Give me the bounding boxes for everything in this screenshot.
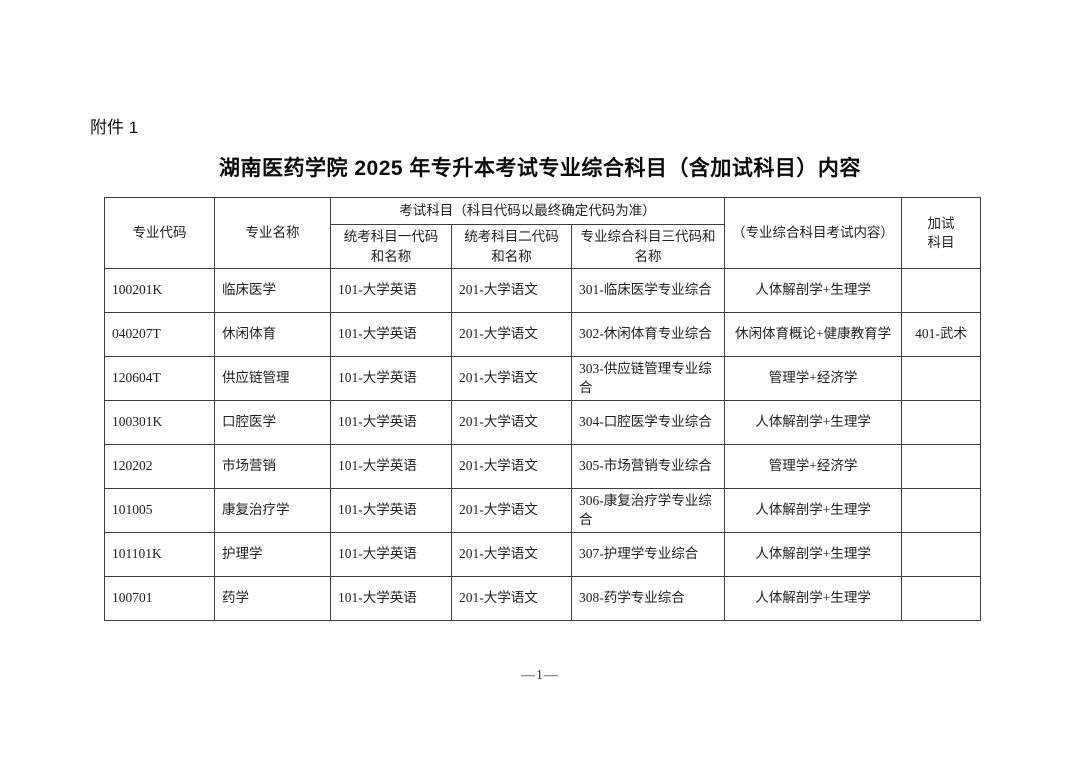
subject2-cell: 201-大学语文 (451, 488, 572, 534)
attachment-label: 附件 1 (90, 118, 139, 137)
subject1-cell: 101-大学英语 (330, 444, 452, 490)
major-name-cell: 口腔医学 (214, 400, 331, 446)
table-row: 101005 康复治疗学 101-大学英语 201-大学语文 306-康复治疗学… (104, 488, 982, 534)
major-name-cell: 临床医学 (214, 268, 331, 314)
major-code-cell: 101005 (104, 488, 215, 534)
header-comprehensive-content: （专业综合科目考试内容） (724, 196, 903, 270)
subject3-cell: 304-口腔医学专业综合 (570, 400, 726, 446)
subject2-cell: 201-大学语文 (451, 312, 572, 358)
subject3-cell: 306-康复治疗学专业综合 (570, 488, 726, 534)
page-title: 湖南医药学院 2025 年专升本考试专业综合科目（含加试科目）内容 (219, 157, 861, 180)
header-additional-subject: 加试 科目 (901, 196, 982, 270)
header-subject2: 统考科目二代码 和名称 (451, 223, 572, 270)
major-code-cell: 100701 (104, 576, 215, 622)
exam-subjects-table: 专业代码 专业名称 考试科目（科目代码以最终确定代码为准） （专业综合科目考试内… (104, 196, 982, 622)
major-name-cell: 康复治疗学 (214, 488, 331, 534)
major-code-cell: 040207T (104, 312, 215, 358)
additional-subject-cell (901, 356, 982, 402)
header-major-code: 专业代码 (104, 196, 215, 270)
additional-subject-cell (901, 268, 982, 314)
comprehensive-content-cell: 管理学+经济学 (724, 356, 903, 402)
header-exam-subjects-group: 考试科目（科目代码以最终确定代码为准） (329, 197, 726, 225)
subject2-cell: 201-大学语文 (451, 532, 572, 578)
table-row: 040207T 休闲体育 101-大学英语 201-大学语文 302-休闲体育专… (104, 312, 982, 358)
additional-subject-cell (901, 532, 982, 578)
subject1-cell: 101-大学英语 (330, 576, 452, 622)
additional-subject-cell (901, 444, 982, 490)
comprehensive-content-cell: 人体解剖学+生理学 (724, 576, 903, 622)
subject2-cell: 201-大学语文 (451, 444, 572, 490)
subject1-cell: 101-大学英语 (330, 356, 452, 402)
subject3-cell: 305-市场营销专业综合 (570, 444, 726, 490)
major-code-cell: 120604T (104, 356, 215, 402)
subject3-cell: 308-药学专业综合 (570, 576, 726, 622)
header-subject1: 统考科目一代码 和名称 (330, 223, 452, 270)
subject1-cell: 101-大学英语 (330, 532, 452, 578)
additional-subject-cell (901, 576, 982, 622)
major-name-cell: 市场营销 (214, 444, 331, 490)
major-code-cell: 100201K (104, 268, 215, 314)
major-name-cell: 休闲体育 (214, 312, 331, 358)
major-name-cell: 供应链管理 (214, 356, 331, 402)
comprehensive-content-cell: 人体解剖学+生理学 (724, 532, 903, 578)
subject1-cell: 101-大学英语 (330, 488, 452, 534)
subject2-cell: 201-大学语文 (451, 576, 572, 622)
table-row: 101101K 护理学 101-大学英语 201-大学语文 307-护理学专业综… (104, 532, 982, 578)
subject1-cell: 101-大学英语 (330, 268, 452, 314)
header-subject3: 专业综合科目三代码和 名称 (570, 223, 726, 270)
additional-subject-cell (901, 400, 982, 446)
major-code-cell: 101101K (104, 532, 215, 578)
additional-subject-cell (901, 488, 982, 534)
subject1-cell: 101-大学英语 (330, 400, 452, 446)
comprehensive-content-cell: 人体解剖学+生理学 (724, 268, 903, 314)
table-row: 100301K 口腔医学 101-大学英语 201-大学语文 304-口腔医学专… (104, 400, 982, 446)
header-major-name: 专业名称 (214, 196, 331, 270)
table-row: 120604T 供应链管理 101-大学英语 201-大学语文 303-供应链管… (104, 356, 982, 402)
table-row: 100201K 临床医学 101-大学英语 201-大学语文 301-临床医学专… (104, 268, 982, 314)
table-row: 120202 市场营销 101-大学英语 201-大学语文 305-市场营销专业… (104, 444, 982, 490)
subject2-cell: 201-大学语文 (451, 400, 572, 446)
subject3-cell: 307-护理学专业综合 (570, 532, 726, 578)
comprehensive-content-cell: 人体解剖学+生理学 (724, 400, 903, 446)
comprehensive-content-cell: 人体解剖学+生理学 (724, 488, 903, 534)
subject3-cell: 303-供应链管理专业综合 (570, 356, 726, 402)
major-name-cell: 药学 (214, 576, 331, 622)
table-header: 专业代码 专业名称 考试科目（科目代码以最终确定代码为准） （专业综合科目考试内… (104, 196, 982, 270)
comprehensive-content-cell: 管理学+经济学 (724, 444, 903, 490)
major-code-cell: 100301K (104, 400, 215, 446)
comprehensive-content-cell: 休闲体育概论+健康教育学 (724, 312, 903, 358)
subject3-cell: 301-临床医学专业综合 (570, 268, 726, 314)
page-number: —1— (521, 668, 559, 683)
major-code-cell: 120202 (104, 444, 215, 490)
major-name-cell: 护理学 (214, 532, 331, 578)
subject2-cell: 201-大学语文 (451, 356, 572, 402)
subject1-cell: 101-大学英语 (330, 312, 452, 358)
subject2-cell: 201-大学语文 (451, 268, 572, 314)
additional-subject-cell: 401-武术 (901, 312, 982, 358)
table-body: 100201K 临床医学 101-大学英语 201-大学语文 301-临床医学专… (104, 268, 982, 622)
table-row: 100701 药学 101-大学英语 201-大学语文 308-药学专业综合 人… (104, 576, 982, 622)
subject3-cell: 302-休闲体育专业综合 (570, 312, 726, 358)
